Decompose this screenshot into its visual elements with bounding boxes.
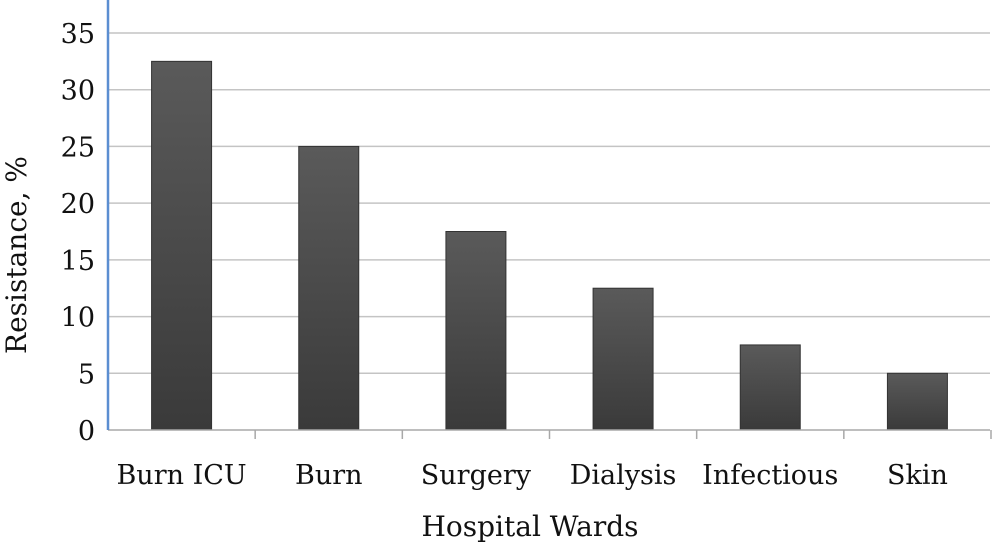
bar [739,344,801,431]
bar [886,372,948,431]
gridlines [108,32,990,375]
y-tick-label: 15 [61,246,95,277]
y-tick-label: 30 [61,76,95,107]
bar [298,145,360,431]
x-tick-label: Burn [295,460,363,491]
bar [151,60,213,431]
bars [151,60,948,431]
y-axis-title: Resistance, % [0,156,33,354]
y-tick-labels: 0 5 10 15 20 25 30 35 [61,19,95,447]
bar [445,231,507,431]
bar [592,287,654,431]
axes [106,0,992,439]
y-tick-label: 20 [61,189,95,220]
x-tick-label: Burn ICU [116,460,246,491]
y-tick-label: 35 [61,19,95,50]
y-tick-label: 5 [78,359,95,390]
y-tick-label: 10 [61,303,95,334]
x-tick-labels: Burn ICU Burn Surgery Dialysis Infectious Ski… [116,460,947,491]
y-tick-label: 25 [61,132,95,163]
x-tick-label: Skin [887,460,948,491]
x-axis-title: Hospital Wards [421,510,638,543]
x-tick-label: Dialysis [570,460,677,491]
x-tick-label: Surgery [421,460,532,491]
y-tick-label: 0 [78,416,95,447]
x-tick-label: Infectious [702,460,838,491]
